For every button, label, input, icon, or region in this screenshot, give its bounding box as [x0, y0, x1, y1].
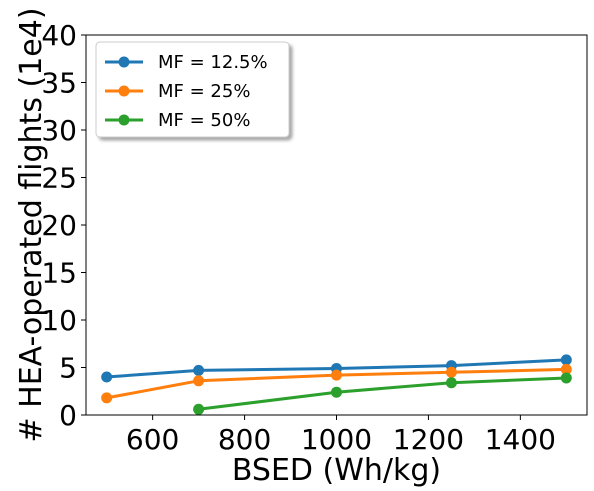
legend-swatch-marker — [118, 85, 130, 97]
series-3-point — [193, 403, 205, 415]
series-2-point — [101, 392, 113, 404]
series-3-line — [198, 376, 567, 411]
y-tick-label: 10 — [41, 304, 77, 337]
y-tick-label: 5 — [59, 352, 77, 385]
legend-entry-label: MF = 25% — [158, 81, 250, 102]
ticks-layer: 600 800 1000 1200 1400 0 5 10 15 20 25 30 35 40 — [41, 19, 556, 456]
series-2-point — [445, 366, 457, 378]
y-tick-label: 25 — [41, 162, 77, 195]
y-tick-label: 40 — [41, 19, 77, 52]
legend-box — [95, 41, 290, 138]
series-layer — [101, 354, 572, 415]
plot-frame — [85, 34, 588, 416]
series-3-point — [445, 377, 457, 389]
legend-swatch-marker — [118, 114, 130, 126]
y-tick-label: 30 — [41, 114, 77, 147]
series-1-point — [560, 354, 572, 366]
x-axis-label: BSED (Wh/kg) — [232, 453, 441, 488]
series-1-point — [193, 364, 205, 376]
y-tick-label: 15 — [41, 257, 77, 290]
series-3-point — [560, 372, 572, 384]
legend-swatch-marker — [118, 56, 130, 68]
series-3-point — [331, 386, 342, 398]
legend-entry-label: MF = 50% — [158, 110, 250, 131]
series-2-point — [331, 369, 342, 381]
series-1-point — [101, 371, 113, 383]
x-tick-label: 1200 — [393, 423, 464, 456]
y-tick-label: 35 — [41, 67, 77, 100]
legend-entry-label: MF = 12.5% — [158, 52, 268, 73]
x-tick-label: 600 — [126, 423, 179, 456]
y-axis-label: # HEA-operated flights (1e4) — [14, 7, 49, 442]
series-2-point — [193, 375, 205, 387]
y-tick-label: 20 — [41, 209, 77, 242]
x-tick-label: 1400 — [485, 423, 556, 456]
series-2-point — [560, 363, 572, 375]
y-tick-label: 0 — [59, 399, 77, 432]
x-tick-label: 800 — [218, 423, 271, 456]
x-tick-label: 1000 — [301, 423, 372, 456]
legend: MF = 12.5% MF = 25% MF = 50% — [95, 41, 290, 138]
